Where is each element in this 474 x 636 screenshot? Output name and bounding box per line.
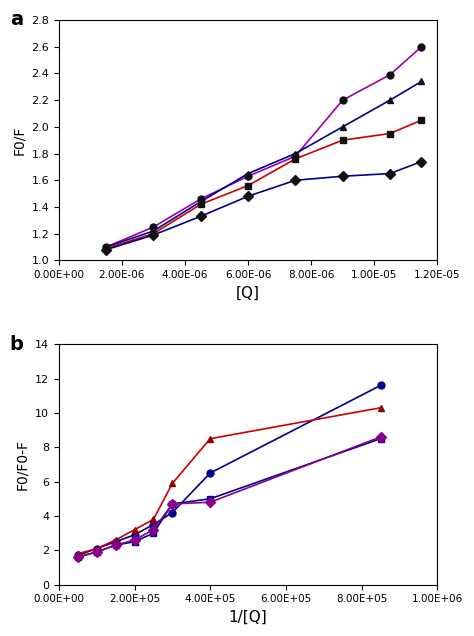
Y-axis label: F0/F0-F: F0/F0-F bbox=[16, 439, 29, 490]
Text: a: a bbox=[9, 10, 23, 29]
X-axis label: 1/[Q]: 1/[Q] bbox=[228, 610, 267, 625]
Text: b: b bbox=[9, 335, 24, 354]
X-axis label: [Q]: [Q] bbox=[236, 286, 260, 301]
Y-axis label: F0/F: F0/F bbox=[12, 125, 26, 155]
